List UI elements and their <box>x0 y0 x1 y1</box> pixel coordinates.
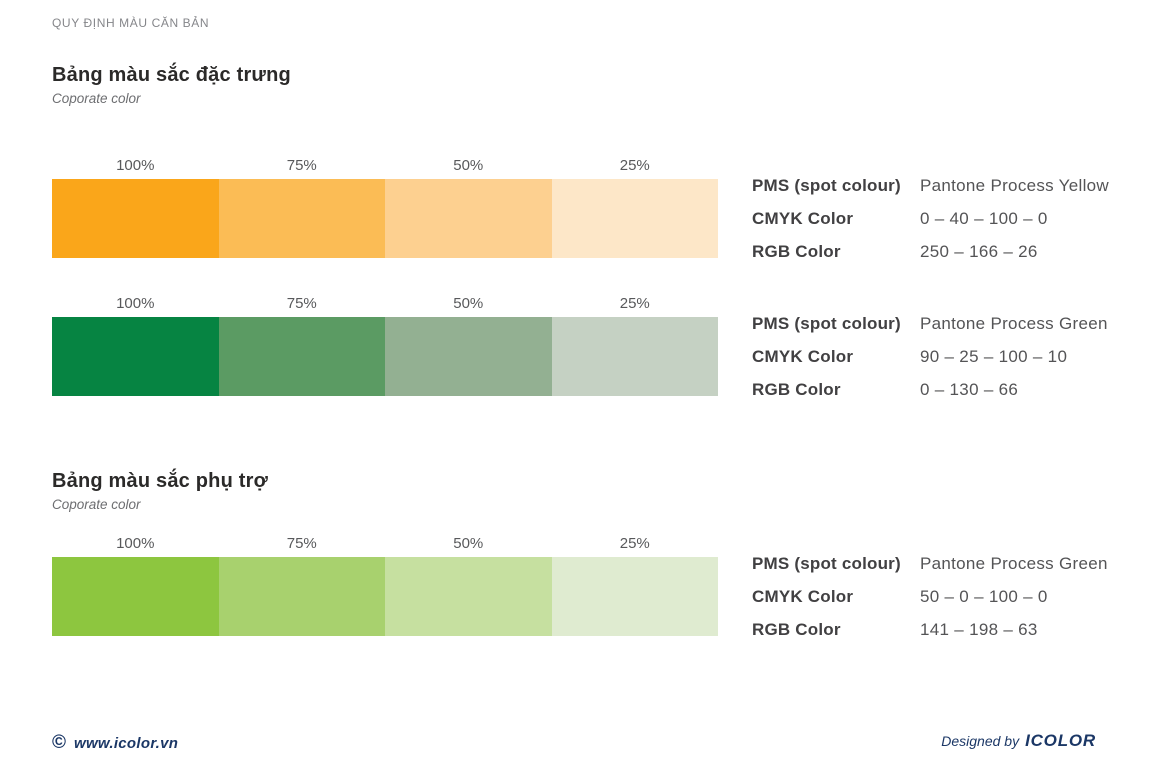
tint-swatch-25 <box>551 179 718 258</box>
tint-swatch-50 <box>385 317 552 396</box>
website-text: www.icolor.vn <box>74 734 179 752</box>
tint-label: 100% <box>116 535 155 552</box>
spec-row-rgb: RGB Color 250 – 166 – 26 <box>752 242 1128 262</box>
tint-label: 25% <box>619 535 650 552</box>
tint-bar <box>52 557 718 636</box>
spec-value: Pantone Process Green <box>920 314 1108 333</box>
spec-label: CMYK Color <box>752 209 854 228</box>
spec-label: PMS (spot colour) <box>752 314 901 333</box>
spec-row-pms: PMS (spot colour) Pantone Process Green <box>752 314 1128 334</box>
tint-bar <box>52 317 718 396</box>
color-specs: PMS (spot colour) Pantone Process Green … <box>752 314 1128 413</box>
spec-value: Pantone Process Green <box>920 554 1108 573</box>
section-title-primary: Bảng màu sắc đặc trưng <box>52 64 291 86</box>
spec-value: 0 – 40 – 100 – 0 <box>920 209 1048 228</box>
tint-percent-labels: 100% 75% 50% 25% <box>52 293 718 315</box>
spec-label: RGB Color <box>752 380 841 399</box>
spec-label: RGB Color <box>752 242 841 261</box>
copyright-icon: © <box>52 732 66 753</box>
tint-label: 75% <box>286 295 317 312</box>
spec-value: 250 – 166 – 26 <box>920 242 1038 261</box>
spec-value: 90 – 25 – 100 – 10 <box>920 347 1068 366</box>
spec-label: PMS (spot colour) <box>752 176 901 195</box>
tint-swatch-50 <box>385 179 552 258</box>
tint-swatch-25 <box>551 557 718 636</box>
spec-value: Pantone Process Yellow <box>920 176 1110 195</box>
tint-swatch-75 <box>218 317 385 396</box>
spec-value: 0 – 130 – 66 <box>920 380 1019 399</box>
spec-row-pms: PMS (spot colour) Pantone Process Green <box>752 554 1128 574</box>
tint-label: 100% <box>116 295 155 312</box>
spec-row-cmyk: CMYK Color 90 – 25 – 100 – 10 <box>752 347 1128 367</box>
color-block-green: 100% 75% 50% 25% PMS (spot colour) Panto… <box>52 293 1128 399</box>
spec-value: 141 – 198 – 63 <box>920 620 1038 639</box>
designed-by: Designed by ICOLOR <box>941 731 1096 755</box>
page-kicker: QUY ĐỊNH MÀU CĂN BẢN <box>52 16 210 30</box>
spec-label: CMYK Color <box>752 347 854 366</box>
tint-percent-labels: 100% 75% 50% 25% <box>52 533 718 555</box>
spec-label: CMYK Color <box>752 587 854 606</box>
tint-label: 50% <box>453 295 484 312</box>
tint-label: 25% <box>619 157 650 174</box>
tint-label: 75% <box>286 535 317 552</box>
spec-row-rgb: RGB Color 141 – 198 – 63 <box>752 620 1128 640</box>
spec-row-pms: PMS (spot colour) Pantone Process Yellow <box>752 176 1128 196</box>
spec-label: PMS (spot colour) <box>752 554 901 573</box>
spec-value: 50 – 0 – 100 – 0 <box>920 587 1048 606</box>
tint-bar <box>52 179 718 258</box>
tint-label: 75% <box>286 157 317 174</box>
spec-label: RGB Color <box>752 620 841 639</box>
color-block-yellow: 100% 75% 50% 25% PMS (spot colour) Panto… <box>52 155 1128 261</box>
tint-swatch-50 <box>385 557 552 636</box>
section-subtitle-supporting: Coporate color <box>52 497 141 512</box>
tint-label: 100% <box>116 157 155 174</box>
color-specs: PMS (spot colour) Pantone Process Green … <box>752 554 1128 653</box>
tint-label: 50% <box>453 535 484 552</box>
color-specs: PMS (spot colour) Pantone Process Yellow… <box>752 176 1128 275</box>
tint-swatch-25 <box>551 317 718 396</box>
tint-label: 25% <box>619 295 650 312</box>
color-block-lime: 100% 75% 50% 25% PMS (spot colour) Panto… <box>52 533 1128 639</box>
tint-swatch-75 <box>218 557 385 636</box>
tint-swatch-75 <box>218 179 385 258</box>
tint-swatch-100 <box>52 317 219 396</box>
website-link[interactable]: © www.icolor.vn <box>52 731 178 755</box>
brand-wordmark: ICOLOR <box>1025 731 1096 750</box>
tint-label: 50% <box>453 157 484 174</box>
spec-row-cmyk: CMYK Color 50 – 0 – 100 – 0 <box>752 587 1128 607</box>
tint-swatch-100 <box>52 179 219 258</box>
section-subtitle-primary: Coporate color <box>52 91 141 106</box>
tint-swatch-100 <box>52 557 219 636</box>
designed-by-prefix: Designed by <box>941 733 1020 749</box>
tint-percent-labels: 100% 75% 50% 25% <box>52 155 718 177</box>
section-title-supporting: Bảng màu sắc phụ trợ <box>52 470 269 492</box>
spec-row-rgb: RGB Color 0 – 130 – 66 <box>752 380 1128 400</box>
spec-row-cmyk: CMYK Color 0 – 40 – 100 – 0 <box>752 209 1128 229</box>
